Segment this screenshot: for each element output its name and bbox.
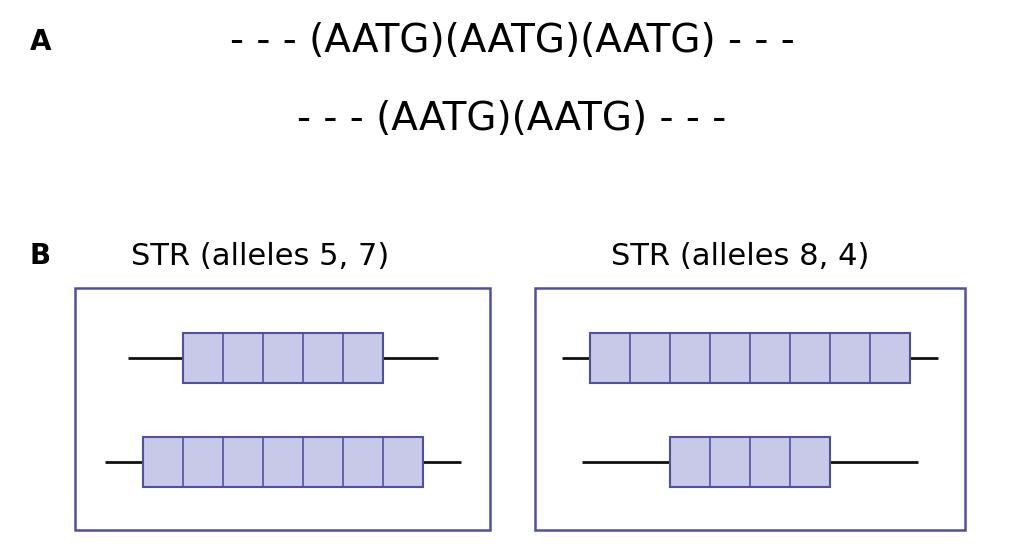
Text: STR (alleles 5, 7): STR (alleles 5, 7) <box>131 242 389 271</box>
Text: - - - (AATG)(AATG) - - -: - - - (AATG)(AATG) - - - <box>297 100 727 138</box>
Bar <box>590 333 910 383</box>
Text: STR (alleles 8, 4): STR (alleles 8, 4) <box>610 242 869 271</box>
Bar <box>143 437 423 487</box>
Bar <box>183 333 383 383</box>
Text: B: B <box>30 242 51 270</box>
Text: A: A <box>30 28 51 56</box>
Bar <box>535 288 965 530</box>
Bar <box>670 437 830 487</box>
Bar <box>75 288 490 530</box>
Text: - - - (AATG)(AATG)(AATG) - - -: - - - (AATG)(AATG)(AATG) - - - <box>229 22 795 60</box>
